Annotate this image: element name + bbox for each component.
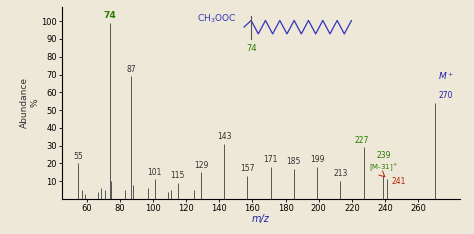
Text: 239: 239 bbox=[376, 151, 391, 160]
Text: 115: 115 bbox=[171, 171, 185, 180]
Text: 74: 74 bbox=[103, 11, 116, 20]
Text: 129: 129 bbox=[194, 161, 208, 170]
Text: 101: 101 bbox=[147, 168, 162, 177]
Text: 199: 199 bbox=[310, 155, 324, 164]
X-axis label: m/z: m/z bbox=[252, 214, 270, 224]
Text: 87: 87 bbox=[127, 65, 136, 74]
Text: 157: 157 bbox=[240, 164, 255, 173]
Text: 227: 227 bbox=[355, 136, 369, 145]
Text: 185: 185 bbox=[287, 157, 301, 166]
Text: 55: 55 bbox=[73, 152, 83, 161]
Text: 241: 241 bbox=[392, 177, 406, 186]
Text: 171: 171 bbox=[264, 155, 278, 164]
Text: CH$_3$OOC: CH$_3$OOC bbox=[197, 13, 237, 25]
Text: 143: 143 bbox=[217, 132, 231, 141]
Text: M$^+$: M$^+$ bbox=[438, 70, 454, 82]
Text: 213: 213 bbox=[333, 169, 347, 179]
Y-axis label: Abundance
%: Abundance % bbox=[20, 77, 40, 128]
Text: 270: 270 bbox=[438, 91, 453, 100]
Text: [M-31]$^+$: [M-31]$^+$ bbox=[369, 161, 398, 173]
Text: 74: 74 bbox=[246, 44, 256, 53]
